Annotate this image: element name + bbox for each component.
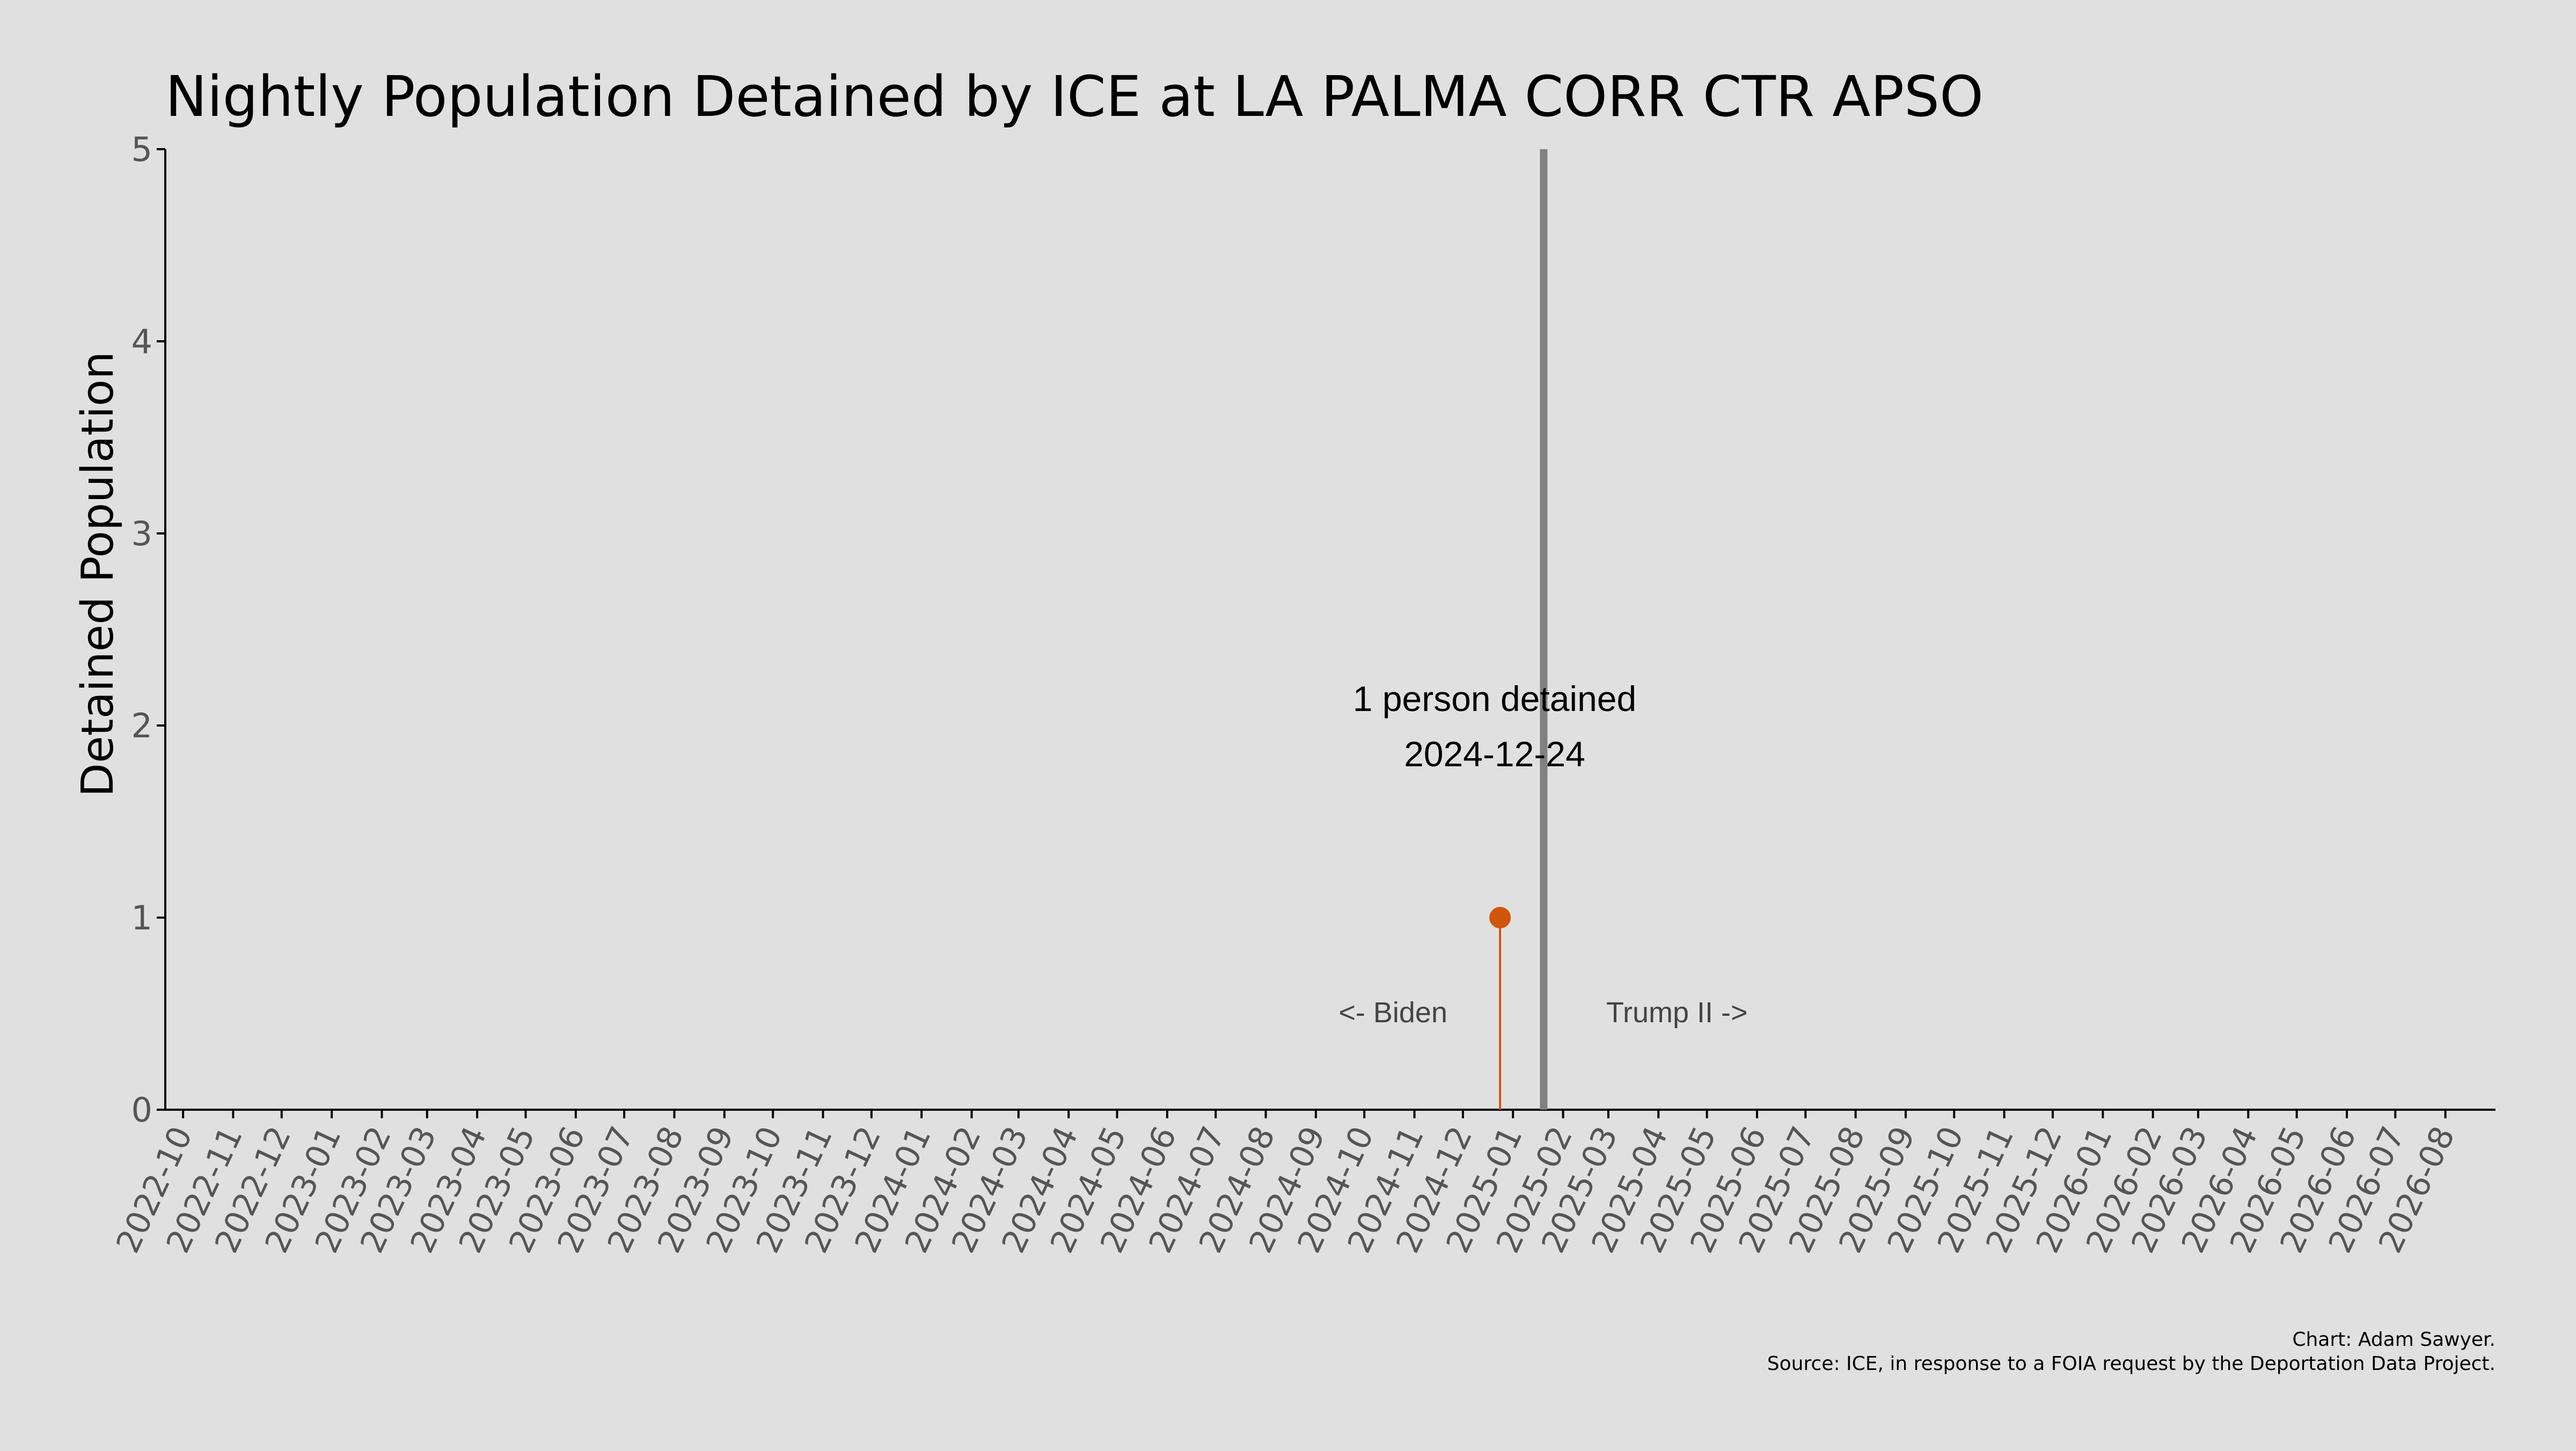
y-tick-label: 3 — [131, 514, 152, 553]
y-tick-label: 5 — [131, 130, 152, 169]
annotation-line1: 1 person detained — [1353, 679, 1636, 719]
annotation-line2: 2024-12-24 — [1404, 734, 1585, 774]
chart-title: Nightly Population Detained by ICE at LA… — [165, 64, 1984, 129]
y-tick-label: 0 — [131, 1090, 152, 1130]
y-tick-label: 1 — [131, 898, 152, 937]
data-point — [1489, 907, 1511, 928]
y-tick-label: 2 — [131, 706, 152, 745]
y-tick-label: 4 — [131, 322, 152, 361]
chart-credit: Chart: Adam Sawyer. — [2292, 1329, 2496, 1351]
chart-source: Source: ICE, in response to a FOIA reque… — [1767, 1353, 2496, 1375]
plot-area: 0123452022-102022-112022-122023-012023-0… — [109, 130, 2496, 1259]
era-label-trump: Trump II -> — [1606, 996, 1748, 1029]
y-axis-label: Detained Population — [72, 351, 123, 797]
era-label-biden: <- Biden — [1338, 996, 1447, 1029]
